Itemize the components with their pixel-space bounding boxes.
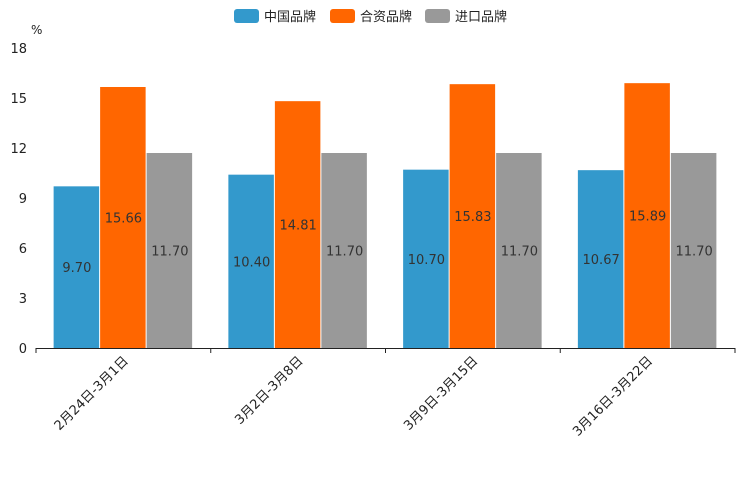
- x-category-label: 3月2日-3月8日: [232, 354, 306, 428]
- bar-value-label: 9.70: [62, 261, 91, 276]
- bar-value-label: 11.70: [326, 245, 363, 260]
- bar: [670, 153, 717, 348]
- bar: [100, 87, 146, 348]
- legend-label: 进口品牌: [455, 9, 507, 25]
- bar: [53, 186, 100, 348]
- bar-value-label: 15.89: [629, 210, 666, 225]
- legend: 中国品牌 合资品牌 进口品牌: [234, 9, 507, 25]
- y-tick-label: 9: [19, 192, 27, 207]
- bar: [624, 83, 670, 349]
- bar-value-label: 15.83: [454, 210, 491, 225]
- bar-value-label: 15.66: [105, 212, 142, 227]
- x-category-label: 3月9日-3月15日: [401, 354, 481, 434]
- bar: [496, 153, 542, 348]
- bar: [274, 101, 321, 349]
- bar: [146, 153, 193, 348]
- y-axis: 0 3 6 9 12 15 18: [10, 42, 27, 357]
- y-tick-label: 3: [19, 292, 27, 307]
- bar: [321, 153, 367, 348]
- bar: [449, 84, 496, 349]
- x-axis: 2月24日-3月1日 3月2日-3月8日 3月9日-3月15日 3月16日-3月22日: [35, 348, 736, 440]
- legend-swatch: [425, 9, 450, 23]
- bar-value-label: 10.67: [583, 253, 620, 268]
- legend-swatch: [330, 9, 355, 23]
- bar-value-label: 11.70: [676, 245, 713, 260]
- bar-value-label: 14.81: [280, 219, 317, 234]
- bar-value-label: 10.70: [408, 253, 445, 268]
- bar-value-label: 11.70: [501, 245, 538, 260]
- bars: 9.70 15.66 11.70 10.40 14.81 11.70 10.70 15.83 1…: [53, 83, 717, 349]
- y-tick-label: 12: [10, 142, 27, 157]
- bar: [403, 169, 449, 348]
- bar: [228, 174, 274, 348]
- bar: [577, 170, 624, 348]
- y-tick-label: 18: [10, 42, 27, 57]
- y-tick-label: 15: [10, 92, 27, 107]
- y-tick-label: 0: [19, 342, 27, 357]
- legend-swatch: [234, 9, 259, 23]
- y-tick-label: 6: [19, 242, 27, 257]
- y-axis-unit-label: %: [31, 23, 42, 37]
- legend-label: 合资品牌: [360, 9, 412, 25]
- bar-value-label: 10.40: [233, 255, 270, 270]
- x-category-label: 3月16日-3月22日: [570, 354, 656, 440]
- x-category-label: 2月24日-3月1日: [52, 354, 132, 434]
- bar-value-label: 11.70: [151, 245, 188, 260]
- legend-label: 中国品牌: [264, 9, 316, 25]
